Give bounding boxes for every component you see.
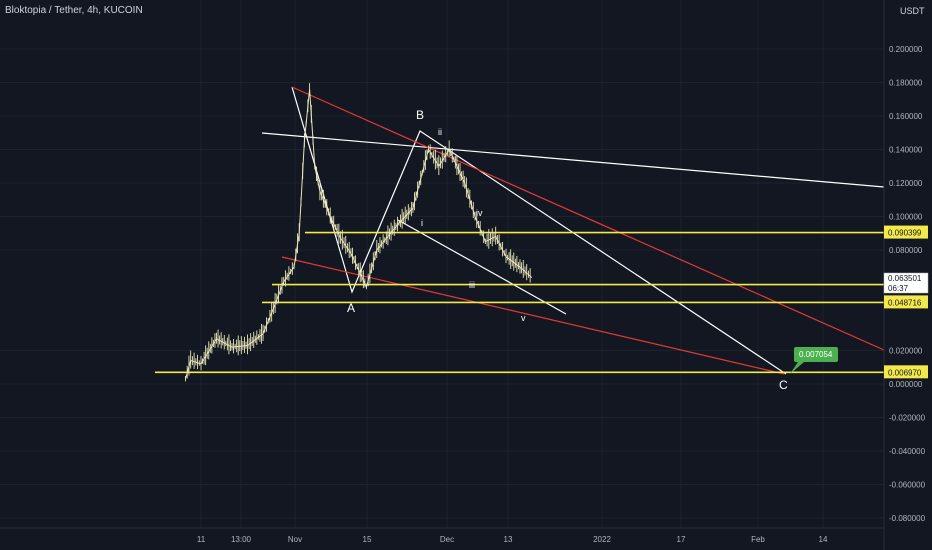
currency-label: USDT [900, 6, 925, 16]
price-tick-label: 0.140000 [889, 146, 923, 155]
time-tick-label: Dec [440, 535, 454, 544]
price-tick-label: 0.020000 [889, 347, 923, 356]
level-label-text: 0.090399 [888, 229, 922, 238]
price-tick-label: -0.020000 [889, 414, 926, 423]
channel-upper-line [261, 132, 885, 188]
level-label-bg [884, 365, 928, 379]
price-tick-label: 0.120000 [889, 179, 923, 188]
red-resistance-line [291, 86, 885, 351]
level-label-bg [884, 225, 928, 239]
time-tick-label: 17 [677, 535, 686, 544]
price-tick-label: 0.180000 [889, 79, 923, 88]
price-tick-label: -0.040000 [889, 447, 926, 456]
price-tick-label: -0.080000 [889, 514, 926, 523]
price-tick-label: 0.000000 [889, 380, 923, 389]
channel-lower-line [397, 219, 567, 315]
time-tick-label: 2022 [593, 535, 611, 544]
price-tick-label: 0.160000 [889, 112, 923, 121]
time-tick-label: Feb [751, 535, 765, 544]
wave-label-i: i [421, 218, 423, 228]
wave-structure [261, 86, 885, 375]
last-price-marker: 0.063501 06:37 [883, 272, 929, 294]
horizontal-grid-lines [0, 48, 884, 519]
level-label-text: 0.006970 [888, 368, 922, 377]
wave-label-a: A [347, 301, 355, 315]
wave-label-ii: ii [438, 127, 442, 137]
level-label-bg [884, 295, 928, 309]
price-tick-label: 0.080000 [889, 246, 923, 255]
target-value: 0.007054 [799, 350, 833, 359]
wave-label-iii: iii [469, 280, 475, 290]
time-axis: 11 13:00 Nov 15 Dec 13 2022 17 Feb 14 [0, 527, 884, 544]
time-tick-label: 13:00 [231, 535, 252, 544]
level-label-text: 0.048716 [888, 298, 922, 307]
last-price-countdown: 06:37 [888, 284, 909, 293]
abc-zigzag [291, 86, 787, 375]
red-trend-lines [281, 86, 885, 375]
wave-label-v: v [521, 313, 526, 323]
time-tick-label: 14 [819, 535, 828, 544]
red-support-line [281, 256, 785, 375]
target-pointer [790, 362, 804, 374]
time-tick-label: 13 [504, 535, 513, 544]
wave-label-iv: iv [476, 208, 483, 218]
time-tick-label: 15 [363, 535, 372, 544]
price-tick-label: -0.060000 [889, 481, 926, 490]
horizontal-level-lines [155, 231, 884, 374]
time-tick-label: Nov [288, 535, 302, 544]
last-price-value: 0.063501 [888, 274, 922, 283]
target-badge[interactable]: 0.007054 [790, 347, 838, 374]
price-tick-label: 0.200000 [889, 45, 923, 54]
wave-label-c: C [779, 378, 788, 392]
price-tick-label: 0.100000 [889, 213, 923, 222]
price-candles [185, 83, 533, 382]
symbol-title: Bloktopia / Tether, 4h, KUCOIN [5, 5, 143, 16]
wave-label-b: B [416, 108, 424, 122]
time-tick-label: 11 [197, 535, 206, 544]
